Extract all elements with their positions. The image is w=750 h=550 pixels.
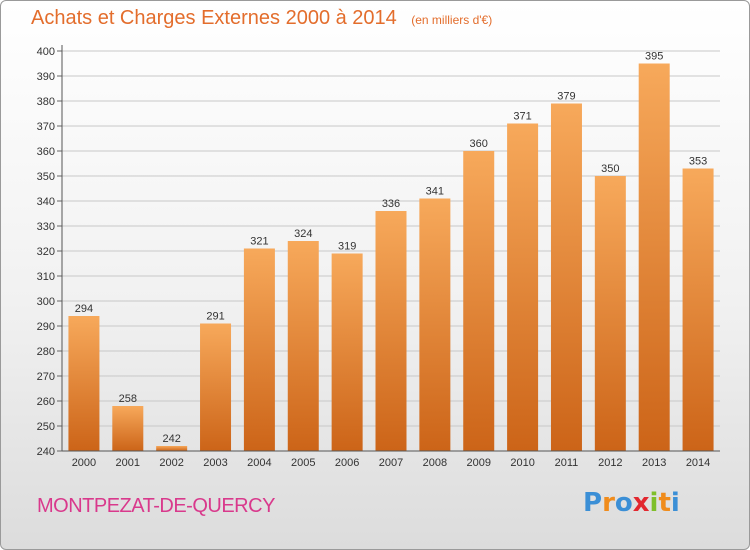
logo-letter: i: [670, 488, 680, 518]
logo-letter: x: [632, 488, 650, 518]
y-tick-label: 300: [37, 296, 55, 308]
x-tick-label: 2014: [686, 457, 710, 469]
y-tick-label: 270: [37, 371, 55, 383]
y-tick-label: 330: [37, 221, 55, 233]
data-label: 242: [162, 433, 180, 445]
x-tick-label: 2005: [291, 457, 315, 469]
y-tick-label: 250: [37, 421, 55, 433]
x-tick-label: 2009: [466, 457, 490, 469]
bar: [638, 63, 670, 451]
y-axis-ticks: 240 250 260 270 280 290 300 310 320 330 340 350 360 3…: [37, 46, 62, 458]
bar: [287, 241, 319, 451]
bar: [68, 316, 100, 451]
data-label: 360: [470, 138, 488, 150]
x-tick-label: 2010: [510, 457, 534, 469]
x-tick-label: 2008: [423, 457, 447, 469]
logo-letter: P: [583, 488, 603, 518]
bar: [594, 176, 626, 451]
data-label: 336: [382, 198, 400, 210]
logo-letter: t: [658, 488, 671, 518]
x-tick-label: 2006: [335, 457, 359, 469]
data-label: 319: [338, 241, 356, 253]
x-tick-label: 2003: [203, 457, 227, 469]
data-label: 258: [119, 393, 137, 405]
x-tick-label: 2013: [642, 457, 666, 469]
x-tick-label: 2001: [116, 457, 140, 469]
data-label: 371: [513, 111, 531, 123]
bar: [550, 103, 582, 451]
data-labels: 294 258 242 291 321 324 319 336 341 360 371 379 350 3…: [75, 51, 707, 446]
data-label: 324: [294, 228, 312, 240]
data-label: 353: [689, 156, 707, 168]
y-tick-label: 320: [37, 246, 55, 258]
data-label: 379: [557, 91, 575, 103]
y-tick-label: 310: [37, 271, 55, 283]
chart-unit: (en milliers d'€): [411, 13, 493, 27]
data-label: 321: [250, 236, 268, 248]
bar: [200, 323, 232, 451]
data-label: 395: [645, 51, 663, 63]
logo-letter: i: [649, 488, 659, 518]
data-label: 341: [426, 186, 444, 198]
bar: [419, 198, 451, 451]
city-name: MONTPEZAT-DE-QUERCY: [37, 495, 275, 517]
axes: [61, 45, 720, 452]
y-tick-label: 340: [37, 196, 55, 208]
bar: [375, 211, 407, 451]
data-label: 291: [206, 311, 224, 323]
x-tick-label: 2002: [159, 457, 183, 469]
bars: [68, 63, 714, 451]
chart-header: Achats et Charges Externes 2000 à 2014 (…: [31, 7, 492, 30]
y-tick-label: 400: [37, 46, 55, 58]
logo-letter: o: [614, 488, 633, 518]
data-label: 350: [601, 163, 619, 175]
y-tick-label: 380: [37, 96, 55, 108]
y-tick-label: 240: [37, 446, 55, 458]
y-tick-label: 390: [37, 71, 55, 83]
y-tick-label: 360: [37, 146, 55, 158]
x-axis-ticks: 2000 2001 2002 2003 2004 2005 2006 2007 2008 2009…: [72, 457, 711, 469]
x-tick-label: 2012: [598, 457, 622, 469]
x-tick-label: 2004: [247, 457, 271, 469]
chart-title: Achats et Charges Externes 2000 à 2014: [31, 7, 397, 29]
proxiti-logo: Proxiti: [583, 488, 680, 518]
bar: [112, 406, 144, 451]
logo-letter: r: [602, 488, 615, 518]
y-tick-label: 260: [37, 396, 55, 408]
y-tick-label: 370: [37, 121, 55, 133]
x-tick-label: 2007: [379, 457, 403, 469]
bar: [507, 123, 539, 451]
x-tick-label: 2011: [555, 457, 579, 469]
y-tick-label: 280: [37, 346, 55, 358]
y-tick-label: 350: [37, 171, 55, 183]
bar: [463, 151, 495, 451]
x-tick-label: 2000: [72, 457, 96, 469]
data-label: 294: [75, 303, 93, 315]
bar: [243, 248, 275, 451]
bar: [682, 168, 714, 451]
bar: [156, 446, 188, 451]
y-tick-label: 290: [37, 321, 55, 333]
bar: [331, 253, 363, 451]
